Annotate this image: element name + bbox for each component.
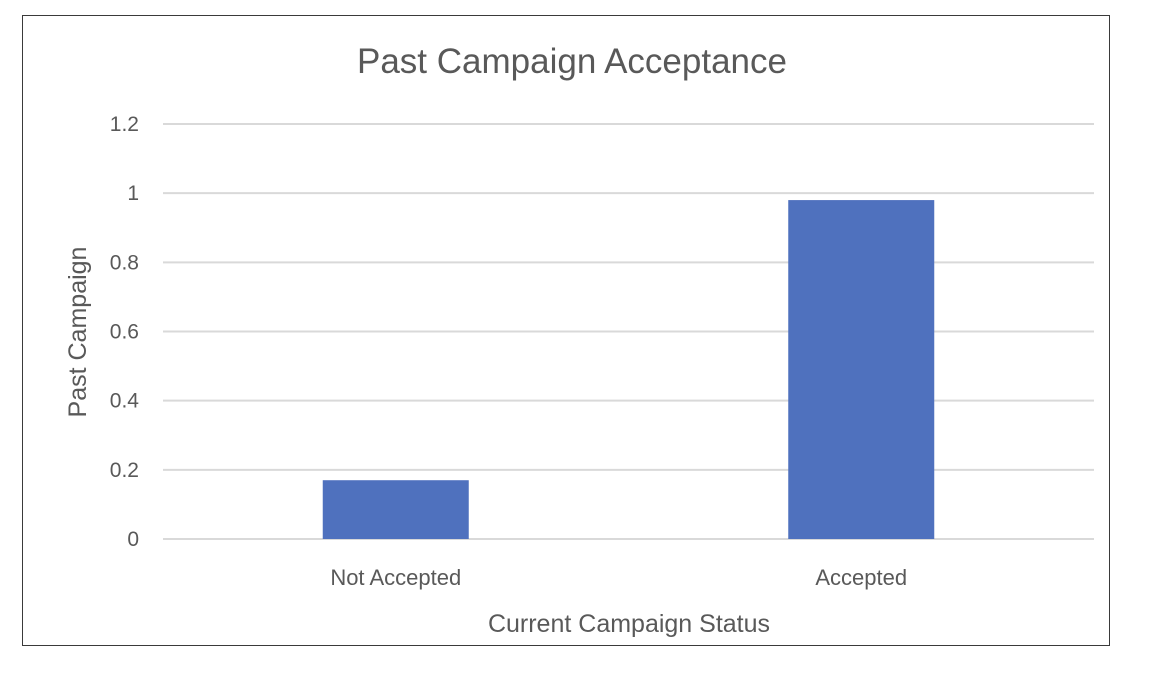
bars: [322, 200, 935, 540]
y-axis-title: Past Campaign: [64, 247, 92, 418]
x-category-label: Not Accepted: [330, 565, 461, 590]
bar-not-accepted: [322, 480, 469, 539]
y-tick-label: 1.2: [110, 113, 139, 136]
y-axis-ticks: 0 0.2 0.4 0.6 0.8 1 1.2: [110, 113, 140, 551]
y-tick-label: 0.8: [110, 251, 139, 274]
chart-title: Past Campaign Acceptance: [357, 42, 787, 81]
x-category-label: Accepted: [815, 565, 907, 590]
y-tick-label: 0: [127, 528, 139, 551]
y-tick-label: 0.4: [110, 390, 140, 413]
bar-accepted: [788, 200, 935, 540]
x-axis-title: Current Campaign Status: [488, 610, 770, 638]
y-tick-label: 0.6: [110, 321, 139, 344]
gridlines: [163, 123, 1094, 540]
y-tick-label: 0.2: [110, 459, 139, 482]
y-tick-label: 1: [127, 182, 139, 205]
x-axis-categories: Not Accepted Accepted: [330, 565, 907, 590]
